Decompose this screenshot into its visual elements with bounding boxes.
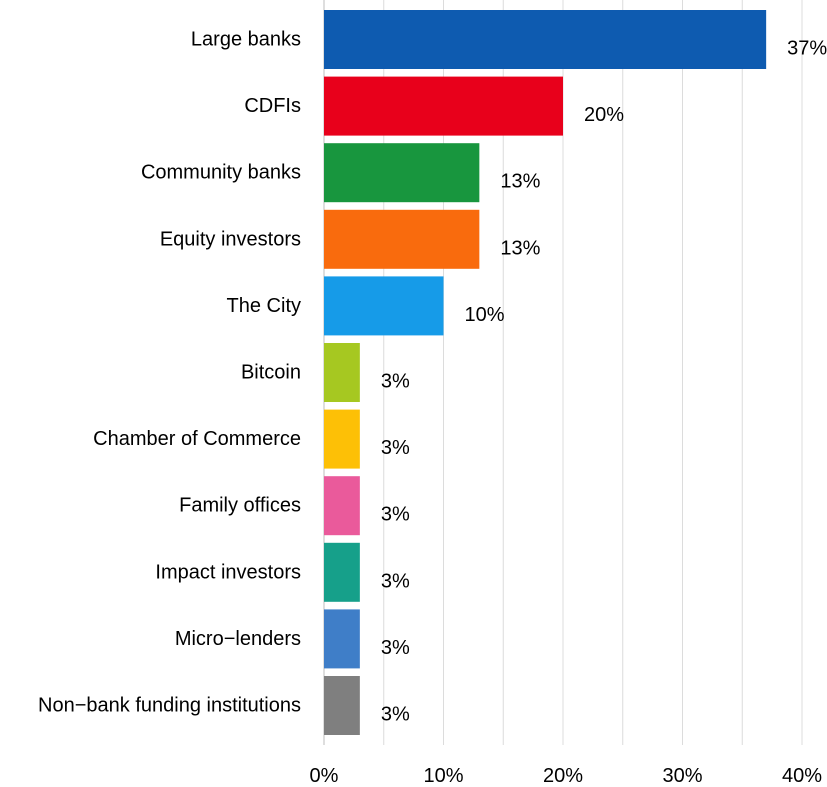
data-label: 37% [787, 38, 827, 60]
category-label: Non−bank funding institutions [38, 695, 301, 717]
x-tick-label: 30% [662, 765, 702, 787]
category-label: Chamber of Commerce [93, 428, 301, 450]
bar [324, 409, 360, 469]
bar [324, 609, 360, 669]
bar [324, 676, 360, 735]
x-tick-label: 10% [423, 765, 463, 787]
data-label: 13% [500, 237, 540, 259]
bar [324, 10, 767, 69]
bar [324, 209, 480, 269]
data-label: 3% [381, 637, 410, 659]
data-label: 3% [381, 570, 410, 592]
category-label: Impact investors [155, 561, 301, 583]
data-label: 3% [381, 437, 410, 459]
category-label: Micro−lenders [175, 628, 301, 650]
x-tick-label: 20% [543, 765, 583, 787]
x-tick-label: 0% [310, 765, 339, 787]
data-label: 10% [465, 304, 505, 326]
x-tick-label: 40% [782, 765, 822, 787]
category-label: Family offices [179, 495, 301, 517]
category-label: Large banks [191, 29, 301, 51]
data-label: 20% [584, 104, 624, 126]
data-label: 3% [381, 704, 410, 726]
category-labels: Large banks CDFIs Community banks Equity in… [38, 29, 301, 717]
bar [324, 276, 444, 336]
bar [324, 343, 360, 402]
bars [324, 10, 767, 735]
data-labels: 37% 20% 13% 13% 10% 3% 3% 3% 3% 3% 3% [381, 38, 827, 726]
bar [324, 542, 360, 602]
category-label: Equity investors [160, 228, 301, 250]
bar [324, 143, 480, 203]
category-label: Bitcoin [241, 362, 301, 384]
category-label: Community banks [141, 162, 301, 184]
data-label: 3% [381, 504, 410, 526]
data-label: 13% [500, 171, 540, 193]
bar [324, 76, 563, 136]
category-label: CDFIs [244, 95, 301, 117]
category-label: The City [227, 295, 301, 317]
x-axis-tick-labels: 0% 10% 20% 30% 40% [310, 765, 823, 787]
data-label: 3% [381, 371, 410, 393]
bar [324, 476, 360, 536]
